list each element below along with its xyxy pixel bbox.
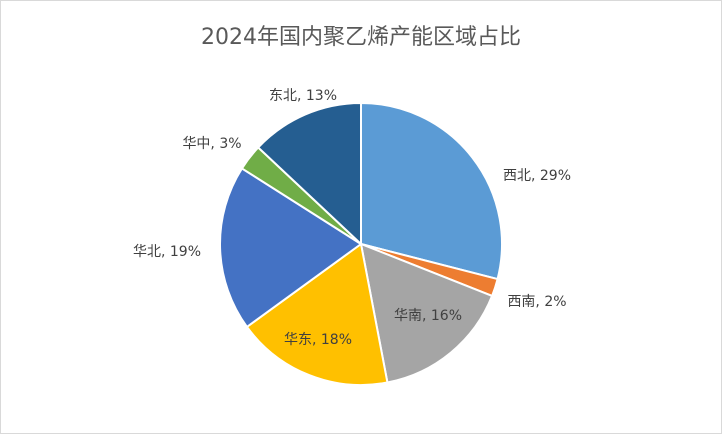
data-label: 华中, 3%	[182, 136, 241, 152]
pie-slice	[219, 167, 363, 329]
pie-slice	[359, 242, 494, 384]
data-label: 华东, 18%	[284, 332, 352, 348]
data-label: 东北, 13%	[269, 88, 337, 104]
data-label: 华北, 19%	[133, 244, 201, 260]
data-label: 华南, 16%	[394, 308, 462, 324]
pie-slice	[360, 101, 503, 281]
chart-title: 2024年国内聚乙烯产能区域占比	[201, 25, 521, 50]
pie-slice	[245, 242, 389, 386]
pie-slice	[256, 101, 362, 247]
data-label: 西南, 2%	[507, 294, 566, 310]
data-label: 西北, 29%	[503, 168, 571, 184]
